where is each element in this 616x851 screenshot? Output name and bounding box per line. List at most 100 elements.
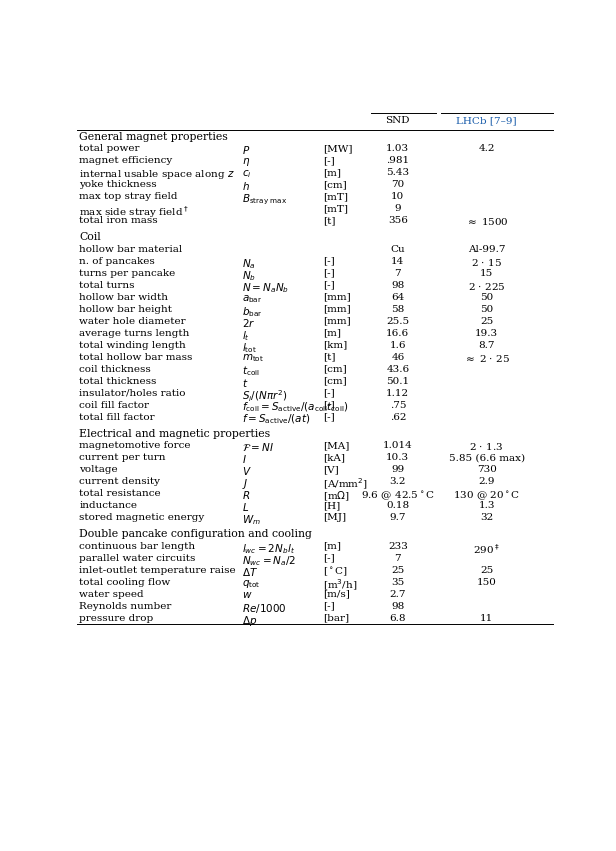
Text: 99: 99 [391, 465, 405, 474]
Text: 0.18: 0.18 [386, 501, 410, 511]
Text: $2r$: $2r$ [241, 317, 255, 328]
Text: [m]: [m] [323, 168, 341, 177]
Text: General magnet properties: General magnet properties [79, 132, 228, 141]
Text: [-]: [-] [323, 602, 334, 611]
Text: 130 @ 20$^\circ$C: 130 @ 20$^\circ$C [453, 489, 520, 503]
Text: $b_{\mathrm{bar}}$: $b_{\mathrm{bar}}$ [241, 305, 262, 318]
Text: inductance: inductance [79, 501, 137, 511]
Text: total hollow bar mass: total hollow bar mass [79, 352, 193, 362]
Text: SND: SND [386, 116, 410, 125]
Text: yoke thickness: yoke thickness [79, 180, 157, 189]
Text: $t_{\mathrm{coil}}$: $t_{\mathrm{coil}}$ [241, 365, 259, 379]
Text: $w$: $w$ [241, 590, 252, 600]
Text: magnet efficiency: magnet efficiency [79, 157, 172, 165]
Text: turns per pancake: turns per pancake [79, 269, 176, 277]
Text: [km]: [km] [323, 340, 347, 350]
Text: 6.8: 6.8 [389, 614, 406, 623]
Text: 356: 356 [388, 216, 408, 226]
Text: 5.85 (6.6 max): 5.85 (6.6 max) [448, 454, 525, 462]
Text: current per turn: current per turn [79, 454, 166, 462]
Text: 4.2: 4.2 [479, 145, 495, 153]
Text: LHCb [7–9]: LHCb [7–9] [456, 116, 517, 125]
Text: $L$: $L$ [241, 501, 249, 513]
Text: $V$: $V$ [241, 465, 251, 477]
Text: 1.03: 1.03 [386, 145, 410, 153]
Text: [t]: [t] [323, 352, 335, 362]
Text: 50: 50 [480, 305, 493, 314]
Text: [cm]: [cm] [323, 365, 347, 374]
Text: 1.6: 1.6 [389, 340, 406, 350]
Text: 35: 35 [391, 578, 405, 586]
Text: parallel water circuits: parallel water circuits [79, 554, 196, 563]
Text: 2 $\cdot$ 15: 2 $\cdot$ 15 [471, 257, 502, 268]
Text: 25: 25 [480, 566, 493, 574]
Text: $\Delta p$: $\Delta p$ [241, 614, 257, 628]
Text: $J$: $J$ [241, 477, 248, 491]
Text: 10: 10 [391, 192, 405, 201]
Text: max side stray field$^\dagger$: max side stray field$^\dagger$ [79, 204, 189, 220]
Text: inlet-outlet temperature raise: inlet-outlet temperature raise [79, 566, 236, 574]
Text: 2 $\cdot$ 1.3: 2 $\cdot$ 1.3 [469, 441, 504, 452]
Text: 1.014: 1.014 [383, 441, 413, 450]
Text: [m$^3$/h]: [m$^3$/h] [323, 578, 357, 593]
Text: $N_a$: $N_a$ [241, 257, 256, 271]
Text: [mm]: [mm] [323, 305, 351, 314]
Text: 9.7: 9.7 [389, 513, 406, 523]
Text: [mm]: [mm] [323, 293, 351, 302]
Text: 64: 64 [391, 293, 405, 302]
Text: [mT]: [mT] [323, 204, 348, 214]
Text: .981: .981 [386, 157, 410, 165]
Text: .62: .62 [389, 413, 406, 421]
Text: total thickness: total thickness [79, 377, 156, 386]
Text: internal usable space along $z$: internal usable space along $z$ [79, 168, 235, 181]
Text: average turns length: average turns length [79, 328, 190, 338]
Text: 25: 25 [391, 566, 405, 574]
Text: $\Delta T$: $\Delta T$ [241, 566, 258, 578]
Text: 2.9: 2.9 [479, 477, 495, 486]
Text: insulator/holes ratio: insulator/holes ratio [79, 389, 186, 397]
Text: 25: 25 [480, 317, 493, 326]
Text: pressure drop: pressure drop [79, 614, 153, 623]
Text: 50.1: 50.1 [386, 377, 410, 386]
Text: 14: 14 [391, 257, 405, 266]
Text: $R$: $R$ [241, 489, 250, 501]
Text: $P$: $P$ [241, 145, 250, 157]
Text: [-]: [-] [323, 269, 334, 277]
Text: [m$\Omega$]: [m$\Omega$] [323, 489, 350, 503]
Text: $\mathcal{F} = NI$: $\mathcal{F} = NI$ [241, 441, 274, 454]
Text: total winding length: total winding length [79, 340, 186, 350]
Text: $\eta$: $\eta$ [241, 157, 250, 168]
Text: $l_{wc} = 2N_b l_t$: $l_{wc} = 2N_b l_t$ [241, 542, 295, 556]
Text: $I$: $I$ [241, 454, 246, 465]
Text: .75: .75 [389, 401, 406, 409]
Text: 290$^\ddagger$: 290$^\ddagger$ [473, 542, 500, 556]
Text: [MJ]: [MJ] [323, 513, 346, 523]
Text: 50: 50 [480, 293, 493, 302]
Text: $W_m$: $W_m$ [241, 513, 261, 527]
Text: [MA]: [MA] [323, 441, 349, 450]
Text: $l_{\mathrm{tot}}$: $l_{\mathrm{tot}}$ [241, 340, 256, 355]
Text: 58: 58 [391, 305, 405, 314]
Text: [V]: [V] [323, 465, 339, 474]
Text: 10.3: 10.3 [386, 454, 410, 462]
Text: total power: total power [79, 145, 140, 153]
Text: $t$: $t$ [241, 377, 248, 389]
Text: total cooling flow: total cooling flow [79, 578, 171, 586]
Text: Double pancake configuration and cooling: Double pancake configuration and cooling [79, 529, 312, 539]
Text: [m]: [m] [323, 542, 341, 551]
Text: [mm]: [mm] [323, 317, 351, 326]
Text: $l_t$: $l_t$ [241, 328, 249, 342]
Text: $B_{\mathrm{stray\ max}}$: $B_{\mathrm{stray\ max}}$ [241, 192, 287, 207]
Text: 2 $\cdot$ 225: 2 $\cdot$ 225 [468, 281, 505, 292]
Text: magnetomotive force: magnetomotive force [79, 441, 191, 450]
Text: 3.2: 3.2 [389, 477, 406, 486]
Text: 730: 730 [477, 465, 496, 474]
Text: 16.6: 16.6 [386, 328, 410, 338]
Text: 2.7: 2.7 [389, 590, 406, 599]
Text: [$^\circ$C]: [$^\circ$C] [323, 566, 348, 580]
Text: 1.3: 1.3 [479, 501, 495, 511]
Text: voltage: voltage [79, 465, 118, 474]
Text: [-]: [-] [323, 281, 334, 289]
Text: 43.6: 43.6 [386, 365, 410, 374]
Text: $N_b$: $N_b$ [241, 269, 256, 283]
